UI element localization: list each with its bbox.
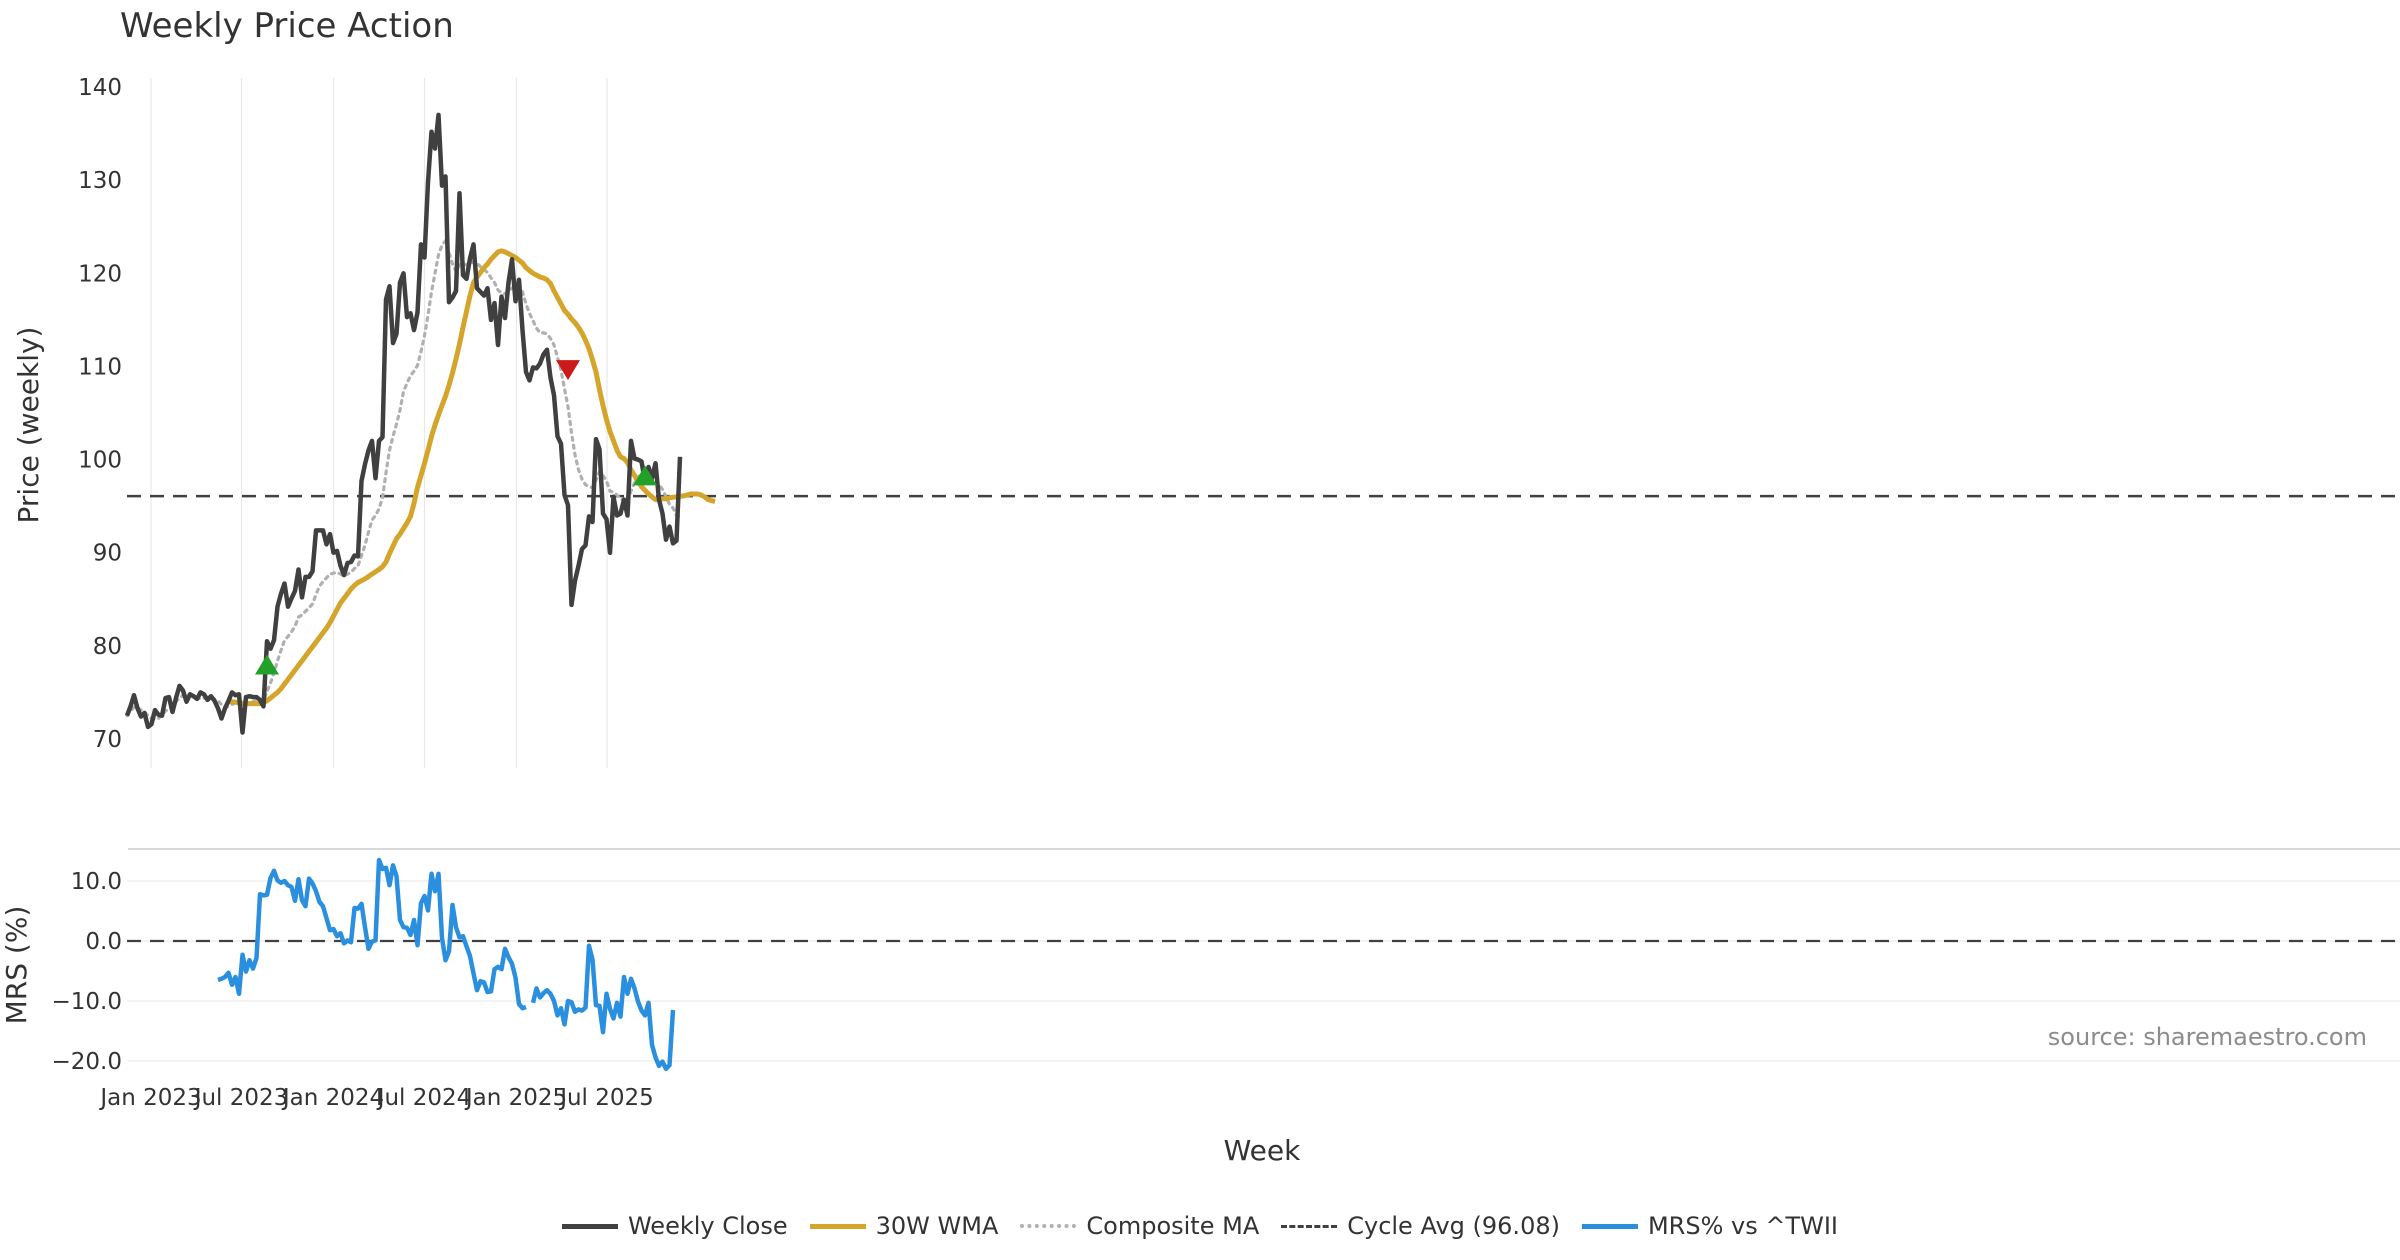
x-tick-label: Jul 2025 xyxy=(558,1085,654,1111)
chart-title: Weekly Price Action xyxy=(120,6,454,46)
weekly-close-line xyxy=(124,112,683,735)
legend-item-30w-wma: 30W WMA xyxy=(809,1212,999,1240)
price-y-tick: 70 xyxy=(93,727,122,753)
x-tick-label: Jan 2023 xyxy=(98,1085,201,1111)
legend: Weekly Close 30W WMA Composite MA Cycle … xyxy=(0,1212,2400,1240)
x-tick-label: Jan 2025 xyxy=(464,1085,567,1111)
price-y-tick: 140 xyxy=(78,75,122,101)
legend-label: Weekly Close xyxy=(627,1212,788,1240)
wma-line xyxy=(228,248,716,707)
legend-item-cycle-avg: Cycle Avg (96.08) xyxy=(1281,1212,1560,1240)
legend-swatch xyxy=(1020,1224,1077,1228)
price-y-ticks: 70 80 90 100 110 120 130 140 xyxy=(78,75,122,753)
price-y-axis-label: Price (weekly) xyxy=(12,327,45,524)
mrs-y-tick: −10.0 xyxy=(52,989,122,1015)
x-axis-label: Week xyxy=(1224,1134,1301,1167)
sell-signal-marker xyxy=(556,360,580,381)
x-tick-label: Jul 2023 xyxy=(193,1085,289,1111)
x-tick-label: Jan 2024 xyxy=(281,1085,384,1111)
mrs-series xyxy=(127,857,2400,1072)
legend-item-composite-ma: Composite MA xyxy=(1020,1212,1259,1240)
legend-swatch xyxy=(809,1223,866,1229)
mrs-y-axis-label: MRS (%) xyxy=(0,906,33,1025)
legend-label: Cycle Avg (96.08) xyxy=(1347,1212,1560,1240)
mrs-y-ticks: 10.0 0.0 −10.0 −20.0 xyxy=(52,869,122,1075)
price-y-tick: 100 xyxy=(78,448,122,474)
price-y-tick: 90 xyxy=(93,541,122,567)
legend-swatch xyxy=(561,1223,618,1229)
price-y-tick: 80 xyxy=(93,634,122,660)
signal-markers xyxy=(255,360,657,675)
x-tick-label: Jul 2024 xyxy=(376,1085,472,1111)
price-y-tick: 110 xyxy=(78,354,122,380)
mrs-y-tick: 10.0 xyxy=(71,869,122,895)
legend-swatch xyxy=(1581,1223,1638,1229)
legend-item-mrs: MRS% vs ^TWII xyxy=(1581,1212,1839,1240)
price-y-tick: 120 xyxy=(78,261,122,287)
source-annotation: source: sharemaestro.com xyxy=(2048,1023,2367,1051)
composite-ma-line xyxy=(125,237,682,722)
mrs-y-tick: −20.0 xyxy=(52,1049,122,1075)
buy-signal-marker xyxy=(633,465,657,486)
legend-label: 30W WMA xyxy=(875,1212,999,1240)
price-grid xyxy=(150,78,608,768)
price-y-tick: 130 xyxy=(78,168,122,194)
mrs-line xyxy=(217,857,676,1072)
mrs-y-tick: 0.0 xyxy=(85,929,122,955)
legend-label: Composite MA xyxy=(1086,1212,1260,1240)
price-series xyxy=(124,112,2400,735)
legend-item-weekly-close: Weekly Close xyxy=(561,1212,788,1240)
legend-swatch xyxy=(1281,1224,1338,1228)
legend-label: MRS% vs ^TWII xyxy=(1647,1212,1839,1240)
buy-signal-marker xyxy=(255,654,279,675)
